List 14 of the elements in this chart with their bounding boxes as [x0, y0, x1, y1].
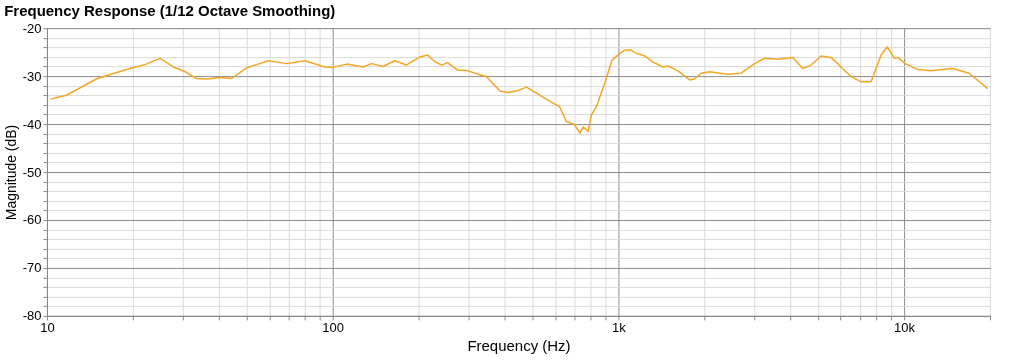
y-tick-label: -20 [22, 20, 42, 36]
x-tick-label: 1k [611, 320, 627, 336]
y-tick-label: -30 [22, 68, 42, 84]
x-tick-label: 10k [894, 320, 916, 336]
x-axis-title: Frequency (Hz) [467, 337, 571, 355]
x-tick-label: 100 [322, 320, 344, 336]
x-tick-label: 10 [40, 320, 55, 336]
y-axis-title: Magnitude (dB) [2, 124, 19, 221]
y-tick-label: -50 [22, 164, 42, 180]
y-tick-label: -70 [22, 260, 42, 276]
y-tick-label: -80 [22, 308, 42, 324]
y-tick-label: -60 [22, 212, 42, 228]
chart-title: Frequency Response (1/12 Octave Smoothing) [4, 2, 336, 20]
y-tick-label: -40 [22, 116, 42, 132]
